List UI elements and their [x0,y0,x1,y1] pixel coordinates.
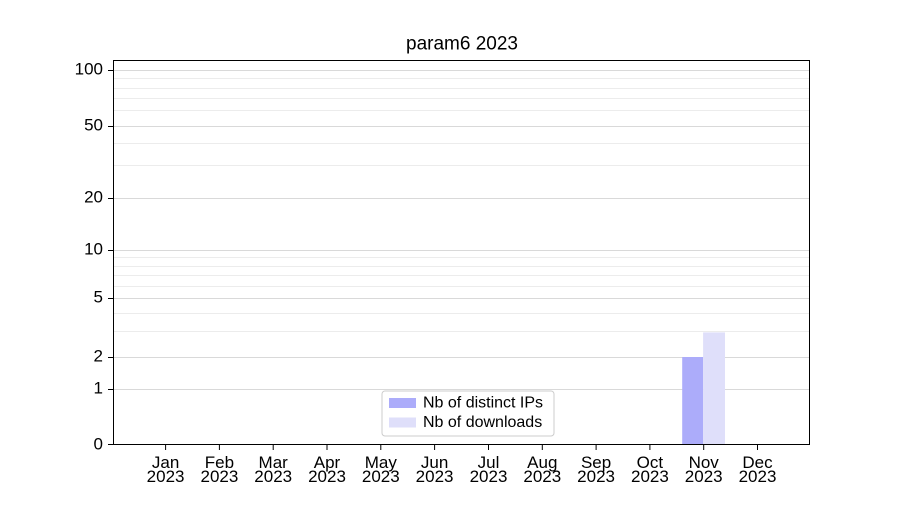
svg-text:2023: 2023 [362,467,400,486]
svg-text:Nb of downloads: Nb of downloads [423,414,542,431]
svg-text:10: 10 [84,240,103,259]
svg-text:5: 5 [94,288,103,307]
svg-text:1: 1 [94,379,103,398]
svg-text:2023: 2023 [308,467,346,486]
svg-text:2023: 2023 [739,467,777,486]
svg-text:2023: 2023 [470,467,508,486]
svg-text:2023: 2023 [523,467,561,486]
svg-text:2023: 2023 [631,467,669,486]
svg-text:2023: 2023 [685,467,723,486]
svg-text:param6 2023: param6 2023 [406,34,518,55]
svg-text:2: 2 [94,347,103,366]
svg-text:2023: 2023 [200,467,238,486]
svg-text:50: 50 [84,116,103,135]
svg-text:0: 0 [94,435,103,454]
svg-text:Nb of distinct IPs: Nb of distinct IPs [423,395,543,412]
svg-text:100: 100 [75,60,103,79]
svg-text:2023: 2023 [416,467,454,486]
svg-text:2023: 2023 [147,467,185,486]
svg-text:2023: 2023 [577,467,615,486]
svg-text:20: 20 [84,188,103,207]
svg-text:2023: 2023 [254,467,292,486]
